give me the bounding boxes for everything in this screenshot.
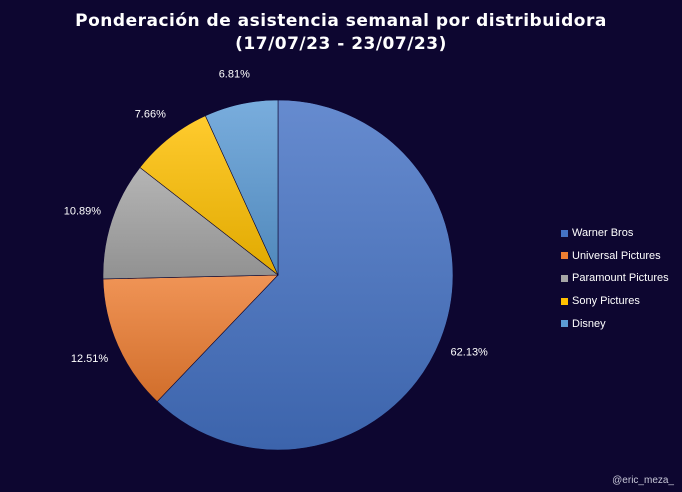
pie-labels: 62.13% 12.51% 10.89% 7.66% 6.81% <box>64 69 488 366</box>
pie-slice-universal-pictures <box>102 274 279 403</box>
watermark: @eric_meza_ <box>612 475 674 486</box>
legend-item-warner-bros: Warner Bros <box>561 222 679 245</box>
pie-slices <box>102 99 454 451</box>
legend-label: Paramount Pictures <box>572 272 669 285</box>
legend-item-disney: Disney <box>561 312 679 335</box>
chart-subtitle: (17/07/23 - 23/07/23) <box>235 34 447 54</box>
pie-slice-warner-bros <box>156 99 454 451</box>
legend-swatch <box>561 297 568 305</box>
data-label-sony-pictures: 7.66% <box>135 108 166 120</box>
legend-item-paramount-pictures: Paramount Pictures <box>561 267 679 290</box>
pie-slice-paramount-pictures <box>102 167 279 280</box>
legend-label: Sony Pictures <box>572 295 640 308</box>
legend: Warner Bros Universal Pictures Paramount P… <box>561 222 679 335</box>
chart-title: Ponderación de asistencia semanal por di… <box>75 11 607 31</box>
chart-title-block: Ponderación de asistencia semanal por di… <box>0 10 682 56</box>
data-label-universal-pictures: 12.51% <box>71 353 109 365</box>
legend-swatch <box>561 229 568 237</box>
data-label-warner-bros: 62.13% <box>451 347 489 359</box>
data-label-paramount-pictures: 10.89% <box>64 205 102 217</box>
legend-label: Universal Pictures <box>572 249 661 262</box>
legend-label: Disney <box>572 317 606 330</box>
legend-swatch <box>561 252 568 260</box>
legend-item-universal-pictures: Universal Pictures <box>561 245 679 268</box>
pie-slice-disney <box>204 99 279 276</box>
data-label-disney: 6.81% <box>219 69 250 81</box>
legend-item-sony-pictures: Sony Pictures <box>561 290 679 313</box>
legend-label: Warner Bros <box>572 227 634 240</box>
legend-swatch <box>561 320 568 328</box>
legend-swatch <box>561 274 568 282</box>
